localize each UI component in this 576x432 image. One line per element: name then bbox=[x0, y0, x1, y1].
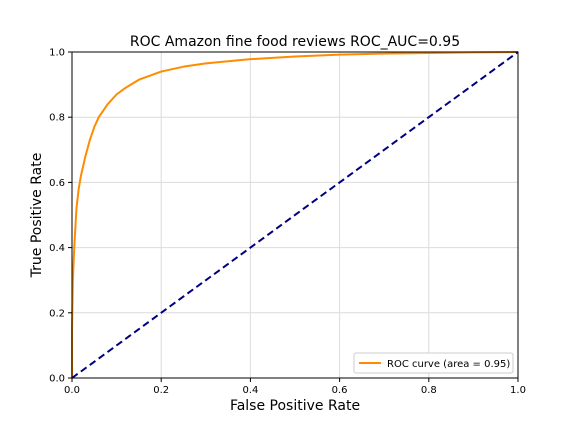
x-tick-label: 0.0 bbox=[64, 385, 80, 396]
legend-label-roc: ROC curve (area = 0.95) bbox=[387, 359, 510, 370]
y-axis-title: True Positive Rate bbox=[29, 153, 45, 279]
y-tick-label: 0.2 bbox=[49, 308, 65, 319]
y-tick-label: 0.8 bbox=[49, 113, 65, 124]
x-tick-label: 0.2 bbox=[153, 385, 169, 396]
plot-frame bbox=[71, 51, 519, 379]
x-tick-label: 1.0 bbox=[510, 385, 526, 396]
legend: ROC curve (area = 0.95) bbox=[353, 352, 514, 374]
y-tick-label: 1.0 bbox=[49, 48, 65, 59]
y-tick-label: 0.0 bbox=[49, 374, 65, 385]
y-tick-label: 0.4 bbox=[49, 243, 65, 254]
series-group bbox=[71, 51, 519, 379]
diagonal-reference-line bbox=[71, 51, 519, 379]
roc-curve-line bbox=[71, 51, 519, 378]
chart-title: ROC Amazon fine food reviews ROC_AUC=0.9… bbox=[130, 34, 460, 50]
x-tick-label: 0.6 bbox=[332, 385, 348, 396]
legend-box bbox=[353, 352, 514, 374]
y-tick-label: 0.6 bbox=[49, 178, 65, 189]
grid bbox=[71, 51, 519, 379]
x-tick-label: 0.4 bbox=[242, 385, 258, 396]
x-axis-title: False Positive Rate bbox=[230, 398, 360, 414]
x-tick-label: 0.8 bbox=[421, 385, 437, 396]
ticks: 0.0 0.2 0.4 0.6 0.8 1.0 0.0 0.2 0.4 0.6 0.8 1.0 bbox=[49, 48, 526, 397]
